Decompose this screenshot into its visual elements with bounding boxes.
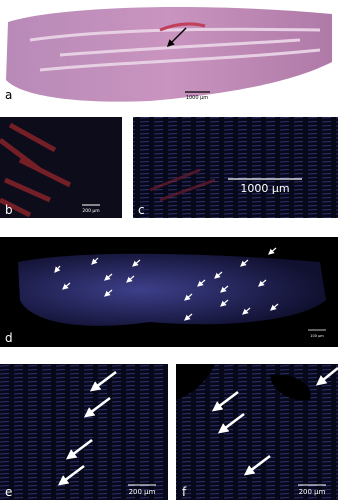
tissue-texture	[149, 168, 216, 202]
arrow	[104, 273, 113, 281]
arrow	[270, 303, 279, 311]
panel-background	[0, 117, 122, 218]
arrow	[242, 307, 251, 315]
tissue-texture	[29, 27, 321, 72]
panel-background	[0, 364, 168, 500]
arrow	[217, 412, 245, 434]
arrow	[240, 259, 249, 267]
panel-background	[133, 117, 338, 218]
arrow	[132, 259, 141, 267]
arrow	[89, 370, 117, 392]
tissue-texture	[159, 22, 206, 32]
panel-label: c	[138, 203, 145, 217]
arrow	[268, 247, 277, 255]
panel-a: 1000 µm a	[0, 0, 338, 104]
panel-label: d	[5, 331, 13, 345]
arrow	[315, 366, 338, 386]
tissue-texture	[0, 122, 72, 218]
scale-bar-label: 100 µm	[310, 334, 324, 338]
scale-bar-label: 200 µm	[82, 208, 99, 214]
arrow	[54, 265, 61, 273]
arrow	[57, 464, 85, 486]
scale-bar-label: 1000 µm	[240, 182, 289, 195]
arrow	[83, 396, 111, 418]
arrow	[243, 454, 271, 476]
arrows	[54, 247, 279, 321]
scale-bar-label: 1000 µm	[186, 95, 208, 101]
panel-d: 100 µm d	[0, 237, 338, 347]
panel-label: b	[5, 203, 13, 217]
tissue	[18, 253, 326, 326]
panel-label: f	[182, 485, 187, 499]
arrow	[220, 299, 229, 307]
arrow	[91, 257, 99, 265]
panel-c: 1000 µm c	[133, 117, 338, 218]
arrow	[126, 275, 135, 283]
arrow	[220, 285, 229, 293]
panel-e: 200 µm e	[0, 364, 168, 500]
panel-label: a	[5, 88, 12, 102]
tissue-gap	[176, 364, 311, 401]
arrow	[104, 289, 113, 297]
arrow	[184, 313, 193, 321]
panel-f: 200 µm f	[176, 364, 338, 500]
scale-bar-label: 200 µm	[299, 488, 326, 496]
scale-bar-label: 200 µm	[129, 488, 156, 496]
arrow	[211, 390, 239, 412]
arrow	[197, 279, 206, 287]
arrow	[184, 293, 193, 301]
panel-b: 200 µm b	[0, 117, 122, 218]
arrow	[214, 271, 223, 279]
panel-background	[176, 364, 338, 500]
arrow	[166, 27, 187, 48]
arrow	[258, 279, 267, 287]
arrow	[65, 438, 93, 460]
panel-label: e	[5, 485, 12, 499]
arrow	[62, 282, 71, 290]
